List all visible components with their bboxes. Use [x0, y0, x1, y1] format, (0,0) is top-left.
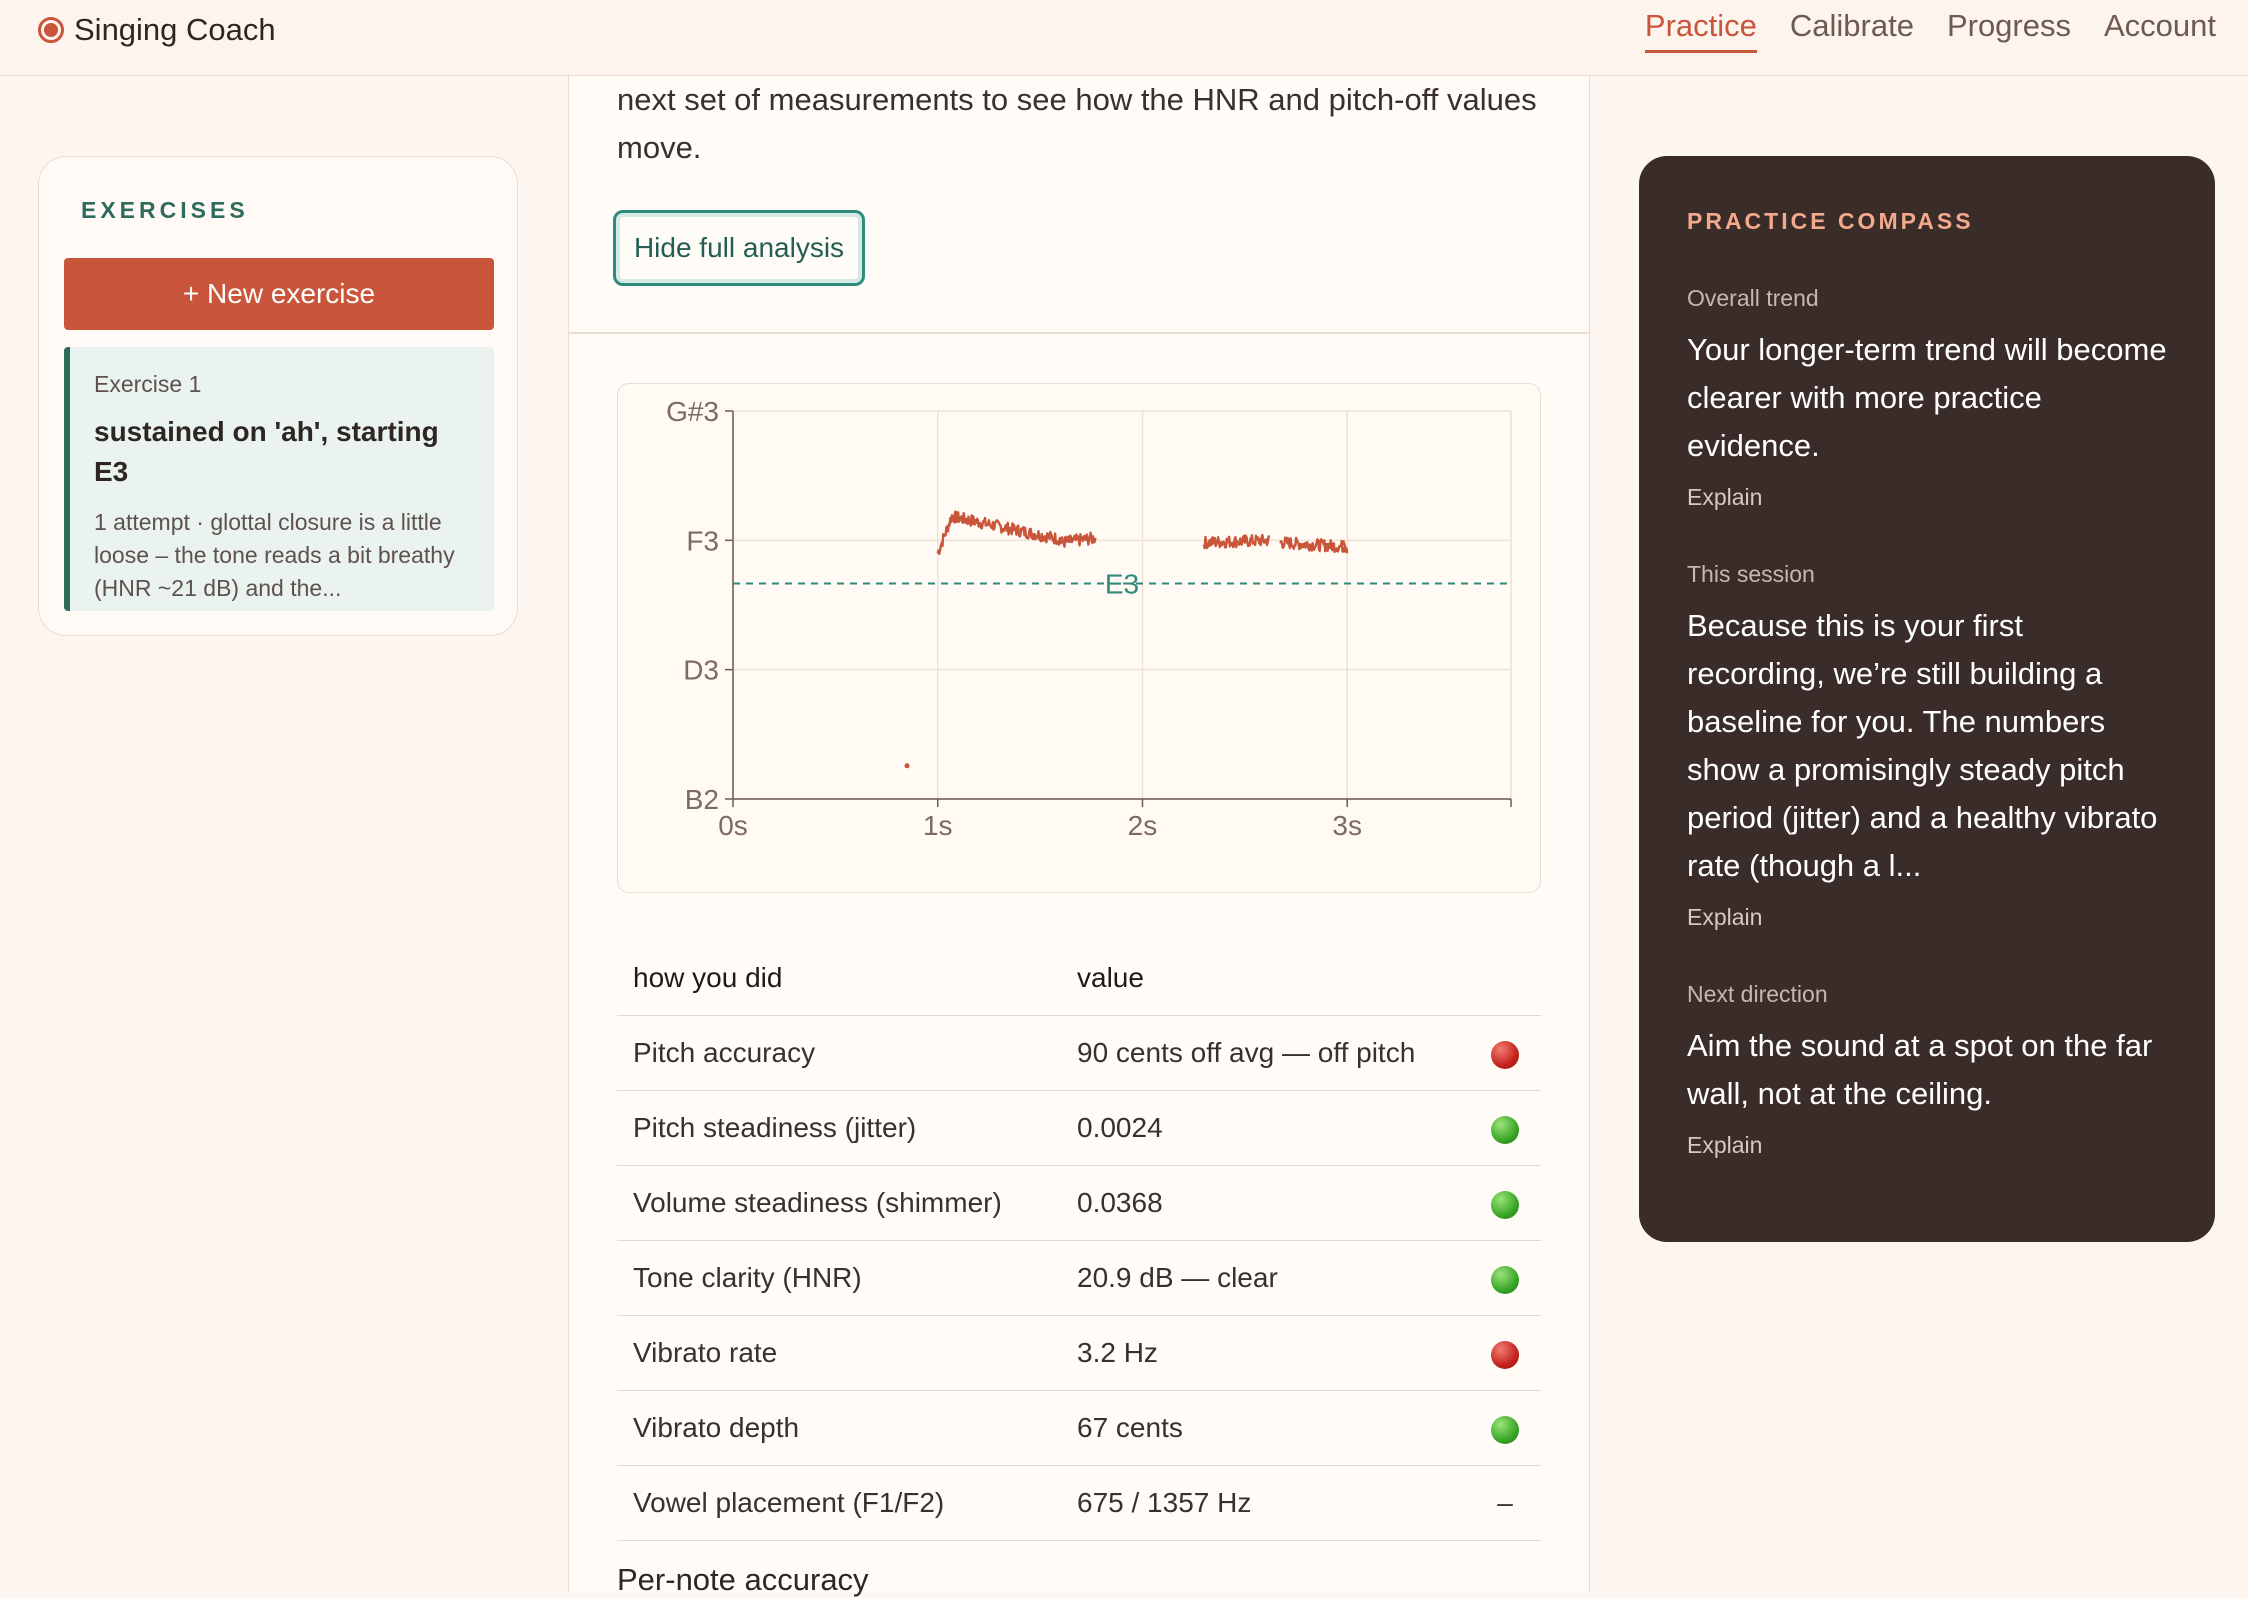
new-exercise-button[interactable]: + New exercise [64, 258, 494, 330]
analysis-panel: next set of measurements to see how the … [568, 76, 1590, 1597]
x-tick-label: 0s [718, 810, 748, 841]
exercises-sidebar: EXERCISES + New exercise Exercise 1 sust… [38, 156, 518, 636]
per-note-heading: Per-note accuracy [617, 1562, 869, 1597]
metric-value: 90 cents off avg — off pitch [1061, 1015, 1470, 1091]
top-header: Singing Coach Practice Calibrate Progres… [0, 0, 2248, 76]
table-row: Pitch accuracy 90 cents off avg — off pi… [617, 1015, 1541, 1091]
pitch-trace-segment [1341, 539, 1349, 554]
header-value: value [1061, 940, 1470, 1016]
exercise-card[interactable]: Exercise 1 sustained on 'ah', starting E… [64, 347, 494, 611]
exercise-number: Exercise 1 [94, 371, 202, 397]
x-tick-label: 1s [923, 810, 953, 841]
metric-label: Vowel placement (F1/F2) [617, 1465, 1061, 1541]
nav-progress[interactable]: Progress [1946, 8, 2071, 43]
metric-label: Vibrato rate [617, 1315, 1061, 1391]
pitch-trace-segment [1279, 536, 1349, 554]
table-row: Volume steadiness (shimmer) 0.0368 [617, 1165, 1541, 1241]
metrics-table: how you did value Pitch accuracy 90 cent… [617, 940, 1541, 1541]
compass-title: PRACTICE COMPASS [1687, 208, 1974, 234]
metric-value: 0.0024 [1061, 1090, 1470, 1166]
explain-link[interactable]: Explain [1687, 484, 1763, 510]
section-divider [569, 332, 1589, 334]
x-tick-label: 2s [1128, 810, 1158, 841]
metric-label: Volume steadiness (shimmer) [617, 1165, 1061, 1241]
table-row: Vibrato rate 3.2 Hz [617, 1315, 1541, 1391]
metric-value: 67 cents [1061, 1390, 1470, 1466]
table-row: Tone clarity (HNR) 20.9 dB — clear [617, 1240, 1541, 1316]
nav-practice[interactable]: Practice [1644, 8, 1757, 53]
header-status [1470, 940, 1541, 1016]
hide-analysis-button[interactable]: Hide full analysis [613, 210, 865, 286]
metric-label: Tone clarity (HNR) [617, 1240, 1061, 1316]
metric-label: Pitch accuracy [617, 1015, 1061, 1091]
exercise-title: sustained on 'ah', starting E3 [94, 416, 439, 487]
x-tick-label: 3s [1332, 810, 1362, 841]
analysis-intro-text: next set of measurements to see how the … [617, 82, 1537, 165]
metrics-header-row: how you did value [617, 940, 1541, 1016]
y-tick-label: F3 [686, 525, 719, 556]
explain-link[interactable]: Explain [1687, 904, 1763, 930]
metric-value: 20.9 dB — clear [1061, 1240, 1470, 1316]
main-nav: Practice Calibrate Progress Account [1644, 8, 2216, 53]
status-none: – [1497, 1487, 1513, 1518]
nav-calibrate[interactable]: Calibrate [1789, 8, 1914, 43]
table-row: Vowel placement (F1/F2) 675 / 1357 Hz – [617, 1465, 1541, 1541]
metric-value: 0.0368 [1061, 1165, 1470, 1241]
metric-label: Pitch steadiness (jitter) [617, 1090, 1061, 1166]
status-green-icon [1491, 1115, 1519, 1144]
status-red-icon [1491, 1340, 1519, 1369]
nav-account[interactable]: Account [2103, 8, 2216, 43]
compass-label: Overall trend [1687, 285, 1819, 311]
exercises-heading: EXERCISES [81, 197, 249, 223]
compass-label: This session [1687, 561, 1815, 587]
status-red-icon [1491, 1040, 1519, 1069]
compass-label: Next direction [1687, 981, 1828, 1007]
app-logo[interactable]: Singing Coach [38, 10, 276, 50]
pitch-trace-segment [1059, 531, 1097, 548]
pitch-point [904, 763, 910, 769]
y-tick-label: B2 [685, 784, 719, 815]
record-icon [38, 17, 64, 43]
compass-body: Aim the sound at a spot on the far wall,… [1687, 1028, 2153, 1111]
header-how-you-did: how you did [617, 940, 1061, 1016]
table-row: Vibrato depth 67 cents [617, 1390, 1541, 1466]
metric-label: Vibrato depth [617, 1390, 1061, 1466]
target-label: E3 [1105, 568, 1139, 599]
metric-value: 3.2 Hz [1061, 1315, 1470, 1391]
compass-section-session: This session Because this is your first … [1687, 561, 2167, 931]
y-tick-label: G#3 [666, 396, 719, 427]
compass-section-next: Next direction Aim the sound at a spot o… [1687, 981, 2167, 1159]
status-green-icon [1491, 1415, 1519, 1444]
status-green-icon [1491, 1265, 1519, 1294]
app-title: Singing Coach [74, 12, 276, 47]
exercise-description: 1 attempt · glottal closure is a little … [94, 509, 455, 601]
status-green-icon [1491, 1190, 1519, 1219]
table-row: Pitch steadiness (jitter) 0.0024 [617, 1090, 1541, 1166]
pitch-trace-segment [936, 510, 1062, 555]
pitch-trace-segment [1202, 533, 1271, 550]
pitch-chart: G#3 F3 D3 B2 0s 1s 2s 3s E3 [617, 383, 1541, 893]
explain-link[interactable]: Explain [1687, 1132, 1763, 1158]
compass-section-trend: Overall trend Your longer-term trend wil… [1687, 285, 2167, 511]
metric-value: 675 / 1357 Hz [1061, 1465, 1470, 1541]
practice-compass: PRACTICE COMPASS Overall trend Your long… [1639, 156, 2215, 1242]
compass-body: Your longer-term trend will become clear… [1687, 332, 2167, 463]
y-tick-label: D3 [683, 655, 719, 686]
compass-body: Because this is your first recording, we… [1687, 608, 2158, 883]
